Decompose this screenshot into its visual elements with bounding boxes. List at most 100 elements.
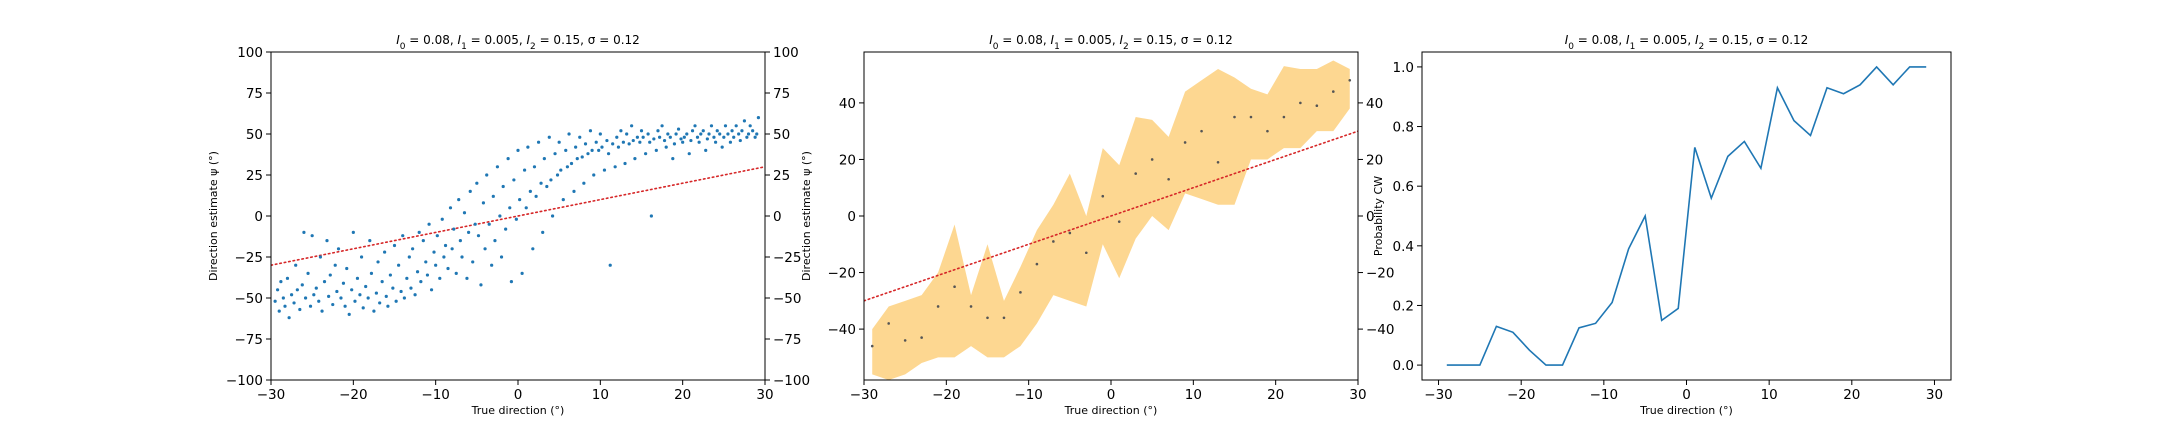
data-point: [553, 152, 557, 156]
y-tick-label: 0: [847, 209, 856, 225]
data-point: [662, 138, 667, 143]
data-point: [715, 129, 719, 133]
y-tick-label: 0.8: [1393, 120, 1414, 136]
title-part: = 0.08,: [998, 33, 1050, 47]
data-point: [508, 206, 512, 210]
data-point: [722, 135, 726, 139]
data-point: [318, 255, 322, 259]
right-y-tick-label: −40: [1366, 322, 1395, 338]
data-point: [438, 276, 442, 280]
data-point: [623, 161, 627, 166]
plot-area: [1446, 65, 1927, 366]
x-tick-label: 0: [1682, 387, 1691, 403]
data-point: [339, 296, 343, 300]
data-point: [399, 289, 403, 294]
data-point: [756, 116, 761, 120]
data-point: [462, 211, 467, 215]
data-point: [586, 152, 590, 156]
y-tick-label: 20: [839, 152, 856, 168]
data-point: [569, 161, 574, 166]
data-point: [374, 291, 378, 295]
data-point: [361, 306, 365, 310]
title-part: I: [1695, 33, 1699, 47]
x-tick-label: −30: [850, 387, 879, 403]
data-point: [539, 181, 543, 185]
data-point: [369, 271, 374, 275]
y-tick-label: 40: [839, 96, 856, 112]
data-point: [353, 299, 357, 303]
data-point: [476, 234, 481, 238]
data-point: [383, 250, 387, 254]
chart-panel-1: −30 −20 −10 0 10 20 30−100−75−50−250255075100−…: [207, 33, 810, 417]
data-point: [481, 201, 486, 205]
data-point: [660, 124, 664, 128]
mean-point: [887, 322, 890, 325]
data-point: [292, 301, 296, 305]
chart-title: I0 = 0.08, I1 = 0.005, I2 = 0.15, σ = 0.…: [1565, 33, 1809, 52]
title-part: I: [1119, 33, 1123, 47]
data-point: [355, 276, 360, 280]
data-point: [658, 135, 662, 139]
data-point: [582, 181, 586, 185]
data-point: [656, 129, 660, 133]
data-point: [450, 247, 454, 251]
data-point: [606, 152, 611, 156]
data-point: [287, 316, 291, 320]
data-point: [616, 145, 621, 149]
right-y-tick-label: −20: [1366, 266, 1395, 282]
data-point: [728, 140, 733, 144]
data-point: [532, 165, 537, 169]
x-axis-label: True direction (°): [1639, 404, 1733, 417]
data-point: [718, 132, 722, 136]
title-part: I: [396, 33, 400, 47]
data-point: [359, 255, 364, 259]
data-point: [417, 230, 421, 234]
data-point: [407, 255, 411, 259]
title-part: = 0.005,: [467, 33, 527, 47]
data-point: [668, 135, 672, 139]
data-point: [485, 173, 489, 177]
x-tick-label: −30: [257, 387, 286, 403]
title-subscript: 0: [1568, 42, 1574, 52]
data-point: [384, 294, 388, 298]
title-part: I: [1626, 33, 1630, 47]
data-point: [380, 280, 384, 284]
data-point: [483, 247, 487, 251]
right-y-tick-label: 40: [1366, 96, 1383, 112]
data-point: [742, 119, 747, 123]
data-point: [306, 271, 310, 275]
data-point: [664, 145, 668, 149]
mean-point: [936, 305, 940, 308]
data-point: [425, 273, 430, 277]
mean-point: [1167, 177, 1170, 181]
data-point: [471, 260, 475, 264]
mean-point: [1299, 101, 1302, 105]
data-point: [578, 135, 582, 139]
title-part: = 0.005,: [1635, 33, 1695, 47]
data-point: [679, 137, 683, 141]
data-point: [575, 157, 579, 161]
data-point: [294, 263, 298, 267]
x-tick-label: −10: [1590, 387, 1619, 403]
y-tick-label: −25: [235, 250, 264, 266]
data-point: [415, 270, 420, 274]
mean-point: [1052, 240, 1055, 243]
axes-frame: [1421, 51, 1952, 381]
data-point: [738, 138, 742, 143]
plot-area: [864, 60, 1358, 380]
data-point: [689, 138, 693, 143]
y-tick-label: 1.0: [1393, 60, 1414, 76]
data-point: [501, 184, 505, 189]
data-point: [723, 124, 728, 128]
data-point: [402, 296, 406, 300]
y-tick-label: −100: [226, 373, 263, 389]
mean-point: [870, 344, 874, 348]
y-tick-label: −40: [828, 322, 857, 338]
y-tick-label: −75: [235, 332, 264, 348]
data-point: [639, 129, 644, 133]
data-point: [528, 189, 532, 193]
data-point: [512, 178, 516, 182]
right-y-tick-label: 0: [1366, 209, 1375, 225]
y-tick-label: −20: [828, 266, 857, 282]
